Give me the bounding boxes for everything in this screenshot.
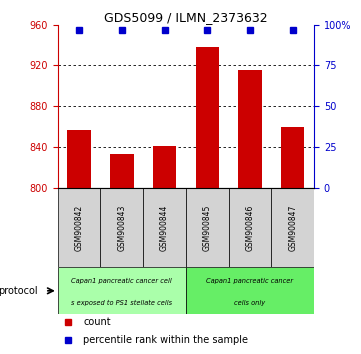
- Title: GDS5099 / ILMN_2373632: GDS5099 / ILMN_2373632: [104, 11, 268, 24]
- Text: s exposed to PS1 stellate cells: s exposed to PS1 stellate cells: [71, 299, 173, 306]
- Bar: [196, 47, 219, 188]
- Bar: [186, 267, 314, 314]
- Bar: [58, 188, 100, 267]
- Bar: [271, 188, 314, 267]
- Bar: [153, 146, 176, 188]
- Text: GSM900844: GSM900844: [160, 204, 169, 251]
- Bar: [58, 267, 186, 314]
- Text: percentile rank within the sample: percentile rank within the sample: [83, 335, 248, 345]
- Text: count: count: [83, 316, 111, 326]
- Text: GSM900846: GSM900846: [245, 204, 255, 251]
- Bar: [186, 188, 229, 267]
- Text: GSM900845: GSM900845: [203, 204, 212, 251]
- Bar: [281, 127, 304, 188]
- Text: Capan1 pancreatic cancer: Capan1 pancreatic cancer: [206, 278, 293, 285]
- Bar: [229, 188, 271, 267]
- Text: cells only: cells only: [234, 299, 266, 306]
- Bar: [110, 154, 134, 188]
- Text: Capan1 pancreatic cancer cell: Capan1 pancreatic cancer cell: [71, 278, 172, 285]
- Bar: [100, 188, 143, 267]
- Bar: [68, 130, 91, 188]
- Text: protocol: protocol: [0, 286, 37, 296]
- Text: GSM900843: GSM900843: [117, 204, 126, 251]
- Bar: [238, 70, 262, 188]
- Text: GSM900847: GSM900847: [288, 204, 297, 251]
- Text: GSM900842: GSM900842: [75, 204, 84, 251]
- Bar: [143, 188, 186, 267]
